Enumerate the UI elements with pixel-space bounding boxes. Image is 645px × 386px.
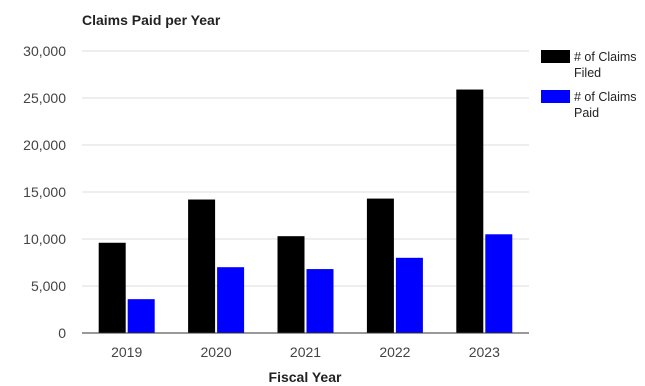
x-tick-label: 2020 <box>201 344 232 360</box>
y-tick-label: 5,000 <box>31 278 66 294</box>
y-tick-label: 30,000 <box>23 43 66 59</box>
x-axis-title: Fiscal Year <box>269 369 342 385</box>
legend-label: # of Claims <box>574 50 637 64</box>
legend-swatch <box>541 90 570 103</box>
y-tick-label: 25,000 <box>23 90 66 106</box>
bars <box>98 89 513 333</box>
gridlines <box>82 50 529 287</box>
y-tick-label: 20,000 <box>23 137 66 153</box>
x-tick-label: 2023 <box>469 344 500 360</box>
y-tick-label: 15,000 <box>23 184 66 200</box>
y-axis-ticks: 0 5,000 10,000 15,000 20,000 25,000 30,000 <box>23 43 66 341</box>
legend-label: Filed <box>574 66 601 80</box>
bar-paid-2023 <box>485 234 513 333</box>
bar-filed-2019 <box>98 242 126 333</box>
chart-title: Claims Paid per Year <box>82 12 221 28</box>
x-tick-label: 2021 <box>290 344 321 360</box>
bar-filed-2022 <box>366 198 394 333</box>
legend-label: Paid <box>574 106 599 120</box>
y-tick-label: 10,000 <box>23 231 66 247</box>
bar-filed-2020 <box>188 199 216 333</box>
bar-paid-2019 <box>127 299 155 333</box>
bar-filed-2023 <box>456 89 484 333</box>
x-axis-ticks: 2019 2020 2021 2022 2023 <box>111 344 500 360</box>
legend-swatch <box>541 50 570 63</box>
bar-paid-2021 <box>306 269 334 333</box>
y-tick-label: 0 <box>58 325 66 341</box>
bar-filed-2021 <box>277 236 305 333</box>
legend-label: # of Claims <box>574 90 637 104</box>
x-tick-label: 2022 <box>379 344 410 360</box>
x-tick-label: 2019 <box>111 344 142 360</box>
legend: # of Claims Filed # of Claims Paid <box>541 50 637 120</box>
bar-paid-2022 <box>395 257 423 333</box>
bar-paid-2020 <box>217 267 245 333</box>
